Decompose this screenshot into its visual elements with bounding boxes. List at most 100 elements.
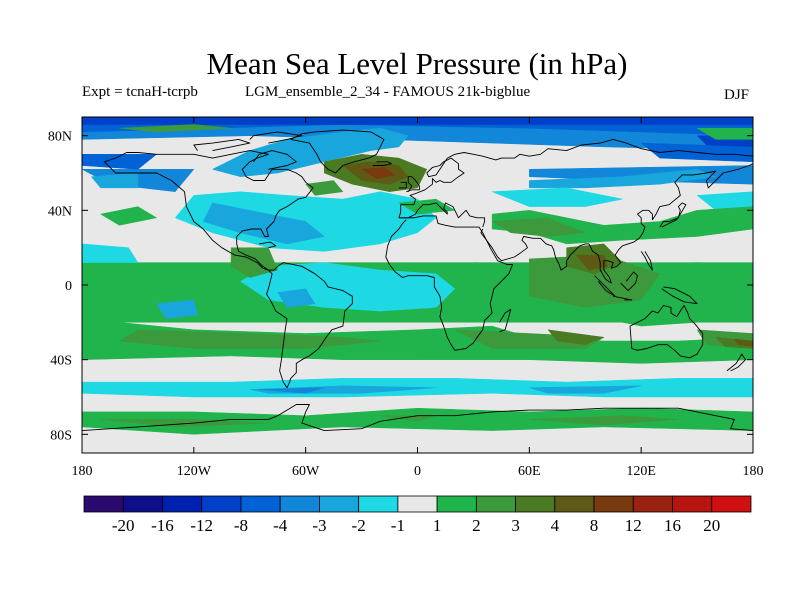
pressure-region-16-1 [305,180,344,196]
colorbar-swatch-4 [240,495,281,513]
coastline-3 [385,215,514,351]
colorbar-swatch-9 [436,495,477,513]
colorbar-swatch-8 [397,495,438,513]
coastline-23 [249,131,303,144]
coastline-1 [104,150,314,271]
colorbar-swatch-1 [122,495,163,513]
plot-title: Mean Sea Level Pressure (in hPa) [206,46,628,81]
pressure-region-10-0 [230,247,279,278]
map-axes: 180 120W 60W 0 60E 120E 180 80N 40N 0 40S 80S [48,117,764,479]
pressure-region-10-3 [118,329,381,349]
coastline-4 [398,138,753,218]
coastline-11 [372,161,392,166]
pressure-region-7-1 [277,288,316,308]
colorbar-label-4: -4 [273,516,288,535]
colorbar-label-5: -3 [312,516,326,535]
coastline-21 [253,150,297,170]
colorbar-swatch-14 [632,495,673,513]
pressure-region-16-0 [119,124,232,133]
y-tick-label-2: 0 [65,279,72,294]
colorbar-label-13: 12 [625,516,642,535]
x-tick-label-1: 120W [177,464,212,479]
coastline-20 [259,241,277,249]
x-tick-label-4: 60E [518,464,541,479]
x-tick-label-0: 180 [72,464,93,479]
pressure-region-10-7 [529,415,679,426]
colorbar-label-11: 4 [551,516,560,535]
colorbar-label-2: -12 [190,516,213,535]
coastline-10 [398,181,407,189]
coastline-6 [398,202,486,228]
colorbar: -20 -16 -12 -8 -4 -3 -2 -1 1 2 3 4 8 12 16 20 [83,495,752,535]
y-tick-label-4: 80S [50,428,72,443]
y-tick-label-1: 40N [48,204,72,219]
pressure-region-8-0 [259,387,325,394]
x-tick-label-5: 120E [626,464,656,479]
coastline-16 [661,286,698,305]
coastline-17 [640,251,653,271]
coastline-8 [82,404,753,432]
colorbar-label-15: 20 [703,516,720,535]
coastline-2 [290,129,385,174]
coastline-12 [659,202,687,228]
colorbar-swatch-16 [711,495,752,513]
pressure-region-5-1 [529,169,717,189]
x-tick-label-2: 60W [292,464,320,479]
colorbar-label-1: -16 [151,516,174,535]
colorbar-label-7: -1 [391,516,405,535]
coastline-13 [594,275,616,297]
pressure-region-7-4 [529,385,642,394]
coastline-18 [726,353,746,372]
colorbar-swatch-13 [593,495,634,513]
coastline-0 [104,161,353,389]
pressure-region-5-0 [211,127,409,177]
colorbar-swatch-15 [672,495,713,513]
x-tick-label-6: 180 [743,464,764,479]
y-tick-label-0: 80N [48,130,72,145]
pressure-region-9-5 [82,318,753,364]
pressure-region-15-0 [360,167,396,179]
colorbar-swatch-10 [475,495,516,513]
colorbar-swatch-5 [279,495,320,513]
pressure-region-9-8 [696,127,753,140]
experiment-label: Expt = tcnaH-tcrpb [82,84,198,100]
colorbar-label-10: 3 [511,516,520,535]
coastline-layer [82,129,753,432]
ensemble-label: LGM_ensemble_2_34 - FAMOUS 21k-bigblue [245,84,531,100]
coastline-7 [629,305,704,359]
pressure-region-10-6 [100,419,269,428]
coastline-19 [499,308,512,333]
colorbar-swatch-7 [358,495,399,513]
pressure-region-11-1 [547,329,605,345]
colorbar-label-12: 8 [590,516,599,535]
pressure-region-5-2 [90,172,139,189]
pressure-region-10-1 [491,217,586,237]
coastline-22 [193,138,251,152]
pressure-region-6-3 [82,243,139,263]
colorbar-label-3: -8 [234,516,248,535]
pressure-region-7-0 [202,202,325,245]
coastline-15 [620,271,638,292]
pressure-region-3-1 [82,154,158,170]
colorbar-label-14: 16 [664,516,681,535]
colorbar-label-9: 2 [472,516,481,535]
colorbar-swatch-11 [515,495,556,513]
season-label: DJF [724,87,750,103]
pressure-region-9-0 [99,206,158,226]
colorbar-swatch-2 [162,495,203,513]
pressure-contour-fills [82,117,753,453]
colorbar-label-6: -2 [352,516,366,535]
colorbar-label-8: 1 [433,516,442,535]
colorbar-swatch-6 [319,495,360,513]
pressure-region-7-2 [156,299,198,319]
coastline-9 [406,176,420,193]
coastline-5 [480,163,753,284]
pressure-map [81,116,754,454]
colorbar-swatch-3 [201,495,242,513]
colorbar-swatch-12 [554,495,595,513]
colorbar-swatch-0 [83,495,124,513]
colorbar-label-0: -20 [112,516,135,535]
x-tick-label-3: 0 [414,464,421,479]
y-tick-label-3: 40S [50,354,72,369]
